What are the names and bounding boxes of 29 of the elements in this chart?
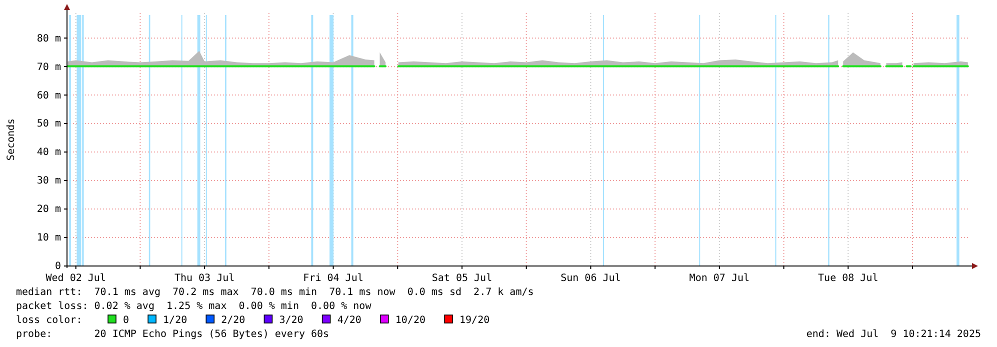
y-tick-label: 20 m [36,204,61,216]
x-tick-label: Fri 04 Jul [303,273,364,284]
x-tick-label: Thu 03 Jul [174,273,235,284]
legend-label: 2/20 [221,315,246,326]
x-tick-label: Sat 05 Jul [432,273,492,284]
x-tick-label: Wed 02 Jul [46,273,106,284]
y-tick-label: 0 [54,261,61,272]
y-axis-title: Seconds [6,118,17,161]
y-tick-label: 60 m [36,90,61,102]
y-tick-label: 80 m [36,33,61,44]
text: packet loss: 0.02 % avg 1.25 % max 0.00 % min 0.00 % now [16,301,372,312]
x-tick-label: Sun 06 Jul [560,273,621,284]
y-tick-label: 70 m [36,62,61,73]
legend-title: loss color: [16,315,82,326]
legend-label: 19/20 [460,315,490,326]
legend-label: 3/20 [279,315,304,326]
text: median rtt: 70.1 ms avg 70.2 ms max 70.0 ms min 70.1 ms now 0.0 ms sd 2.7 k am/s [16,287,534,298]
x-tick-label: Mon 07 Jul [689,273,750,284]
legend-label: 10/20 [395,315,426,326]
text: probe: 20 ICMP Echo Pings (56 Bytes) every 60s [16,329,330,340]
legend-label: 4/20 [337,315,362,326]
text: end: Wed Jul 9 10:21:14 2025 [806,329,981,340]
y-tick-label: 30 m [36,176,61,187]
legend-label: 0 [123,315,130,326]
legend-label: 1/20 [163,315,188,326]
y-tick-label: 50 m [36,118,61,130]
x-tick-label: Tue 08 Jul [818,273,878,284]
y-tick-label: 10 m [36,232,61,244]
y-tick-label: 40 m [36,147,61,158]
